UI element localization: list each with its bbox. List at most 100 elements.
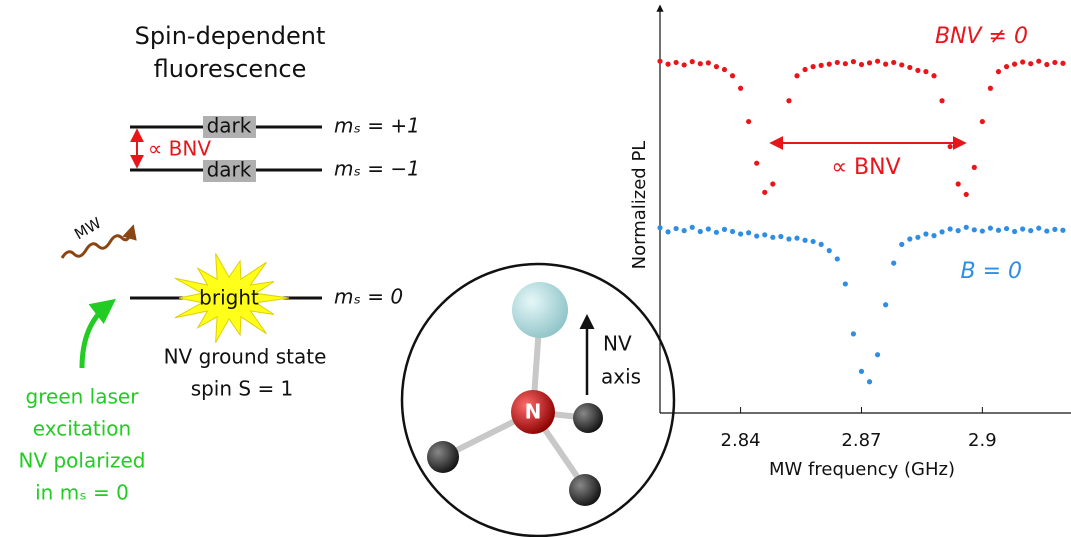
figure: Spin-dependent fluorescence dark mₛ = +1… xyxy=(0,0,1071,537)
carbon xyxy=(569,474,601,506)
data-point xyxy=(851,331,856,336)
data-point xyxy=(714,230,719,235)
data-point xyxy=(980,119,985,124)
vacancy xyxy=(512,282,568,338)
data-point xyxy=(1036,226,1041,231)
data-point xyxy=(948,226,953,231)
carbon xyxy=(427,441,459,473)
data-point xyxy=(778,140,783,145)
data-point xyxy=(690,225,695,230)
laser-text: green laser xyxy=(26,385,140,409)
data-point xyxy=(875,59,880,64)
data-point xyxy=(1044,228,1049,233)
data-point xyxy=(714,64,719,69)
data-point xyxy=(674,60,679,65)
data-point xyxy=(939,229,944,234)
data-point xyxy=(754,161,759,166)
ground-state-text: spin S = 1 xyxy=(191,377,294,401)
data-point xyxy=(891,60,896,65)
data-point xyxy=(996,69,1001,74)
data-point xyxy=(657,59,662,64)
data-point xyxy=(931,73,936,78)
data-point xyxy=(980,228,985,233)
data-point xyxy=(1012,229,1017,234)
data-point xyxy=(923,231,928,236)
data-point xyxy=(867,60,872,65)
data-point xyxy=(682,62,687,67)
level-label: mₛ = −1 xyxy=(334,157,420,181)
data-point xyxy=(1052,227,1057,232)
data-point xyxy=(867,379,872,384)
data-point xyxy=(883,62,888,67)
data-point xyxy=(899,62,904,67)
title-line: fluorescence xyxy=(154,55,307,83)
data-point xyxy=(722,227,727,232)
data-point xyxy=(738,86,743,91)
data-point xyxy=(762,232,767,237)
data-point xyxy=(794,236,799,241)
data-point xyxy=(811,64,816,69)
y-axis-label: Normalized PL xyxy=(629,141,650,270)
level-box-label: dark xyxy=(207,114,252,138)
data-point xyxy=(746,230,751,235)
data-point xyxy=(859,62,864,67)
data-point xyxy=(811,239,816,244)
data-point xyxy=(827,248,832,253)
data-point xyxy=(939,98,944,103)
data-point xyxy=(835,60,840,65)
data-point xyxy=(1020,59,1025,64)
data-point xyxy=(915,235,920,240)
data-point xyxy=(754,233,759,238)
level-box-label: dark xyxy=(207,158,252,182)
data-point xyxy=(883,302,888,307)
data-point xyxy=(843,281,848,286)
data-point xyxy=(851,59,856,64)
axis-label: axis xyxy=(601,365,641,389)
data-point xyxy=(1052,60,1057,65)
data-point xyxy=(706,60,711,65)
x-tick-label: 2.87 xyxy=(841,430,881,451)
data-point xyxy=(706,226,711,231)
data-point xyxy=(915,68,920,73)
mw-arrow xyxy=(62,230,132,258)
data-point xyxy=(762,190,767,195)
data-point xyxy=(665,62,670,67)
data-point xyxy=(899,242,904,247)
data-point xyxy=(1012,62,1017,67)
data-point xyxy=(657,225,662,230)
data-point xyxy=(988,86,993,91)
x-tick-label: 2.9 xyxy=(968,430,997,451)
data-point xyxy=(786,236,791,241)
data-point xyxy=(1020,226,1025,231)
data-point xyxy=(1004,226,1009,231)
data-point xyxy=(738,231,743,236)
data-point xyxy=(730,229,735,234)
data-point xyxy=(770,235,775,240)
laser-text: NV polarized xyxy=(18,449,145,473)
data-point xyxy=(1060,228,1065,233)
laser-text: in mₛ = 0 xyxy=(35,481,129,505)
data-point xyxy=(819,242,824,247)
data-point xyxy=(988,226,993,231)
laser-text: excitation xyxy=(33,417,131,441)
level-label: mₛ = 0 xyxy=(334,285,403,309)
annotation: ∝ BNV xyxy=(831,155,900,180)
data-point xyxy=(956,181,961,186)
data-point xyxy=(843,61,848,66)
data-point xyxy=(1028,228,1033,233)
data-point xyxy=(802,67,807,72)
title-line: Spin-dependent xyxy=(135,22,326,50)
data-point xyxy=(665,229,670,234)
carbon xyxy=(573,403,603,433)
data-point xyxy=(690,59,695,64)
data-point xyxy=(948,144,953,149)
data-point xyxy=(875,352,880,357)
data-point xyxy=(907,65,912,70)
x-tick-label: 2.84 xyxy=(721,430,761,451)
data-point xyxy=(827,62,832,67)
data-point xyxy=(746,119,751,124)
data-point xyxy=(1028,61,1033,66)
data-point xyxy=(819,63,824,68)
x-axis-label: MW frequency (GHz) xyxy=(769,459,955,480)
data-point xyxy=(674,226,679,231)
